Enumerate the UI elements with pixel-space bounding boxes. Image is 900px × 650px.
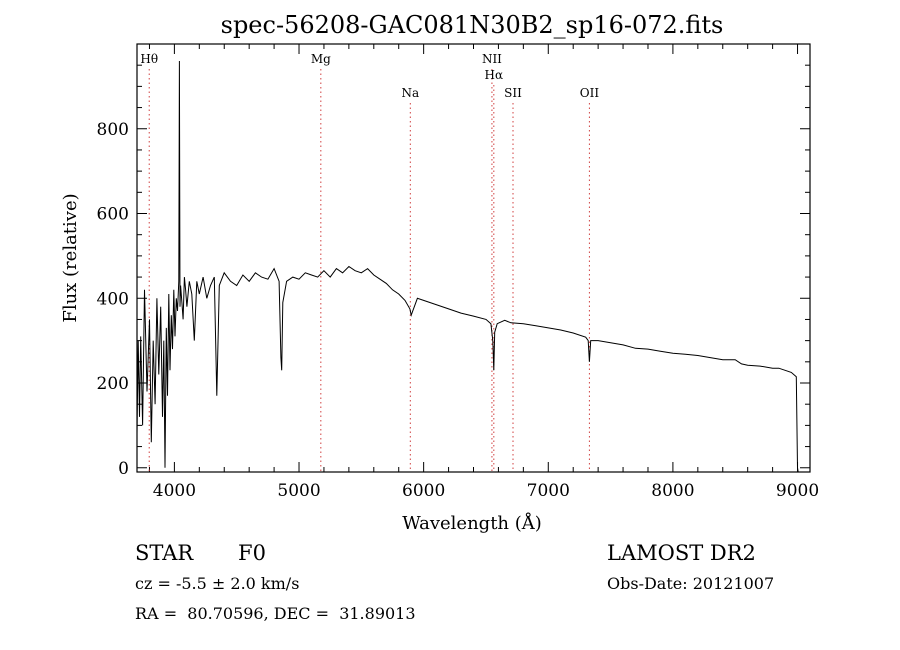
x-tick-label: 9000: [776, 481, 819, 501]
x-tick-label: 5000: [277, 481, 320, 501]
obs-date: Obs-Date: 20121007: [607, 574, 775, 593]
emission-line-label: NII: [482, 52, 502, 66]
plot-frame: [136, 43, 811, 473]
emission-line-label: Mg: [311, 52, 331, 66]
axis-ticks: 4000 5000 6000 7000 8000 9000 0 200 400 600 800: [97, 44, 819, 501]
spectrum-chart: spec-56208-GAC081N30B2_sp16-072.fits 400…: [60, 11, 819, 534]
chart-title: spec-56208-GAC081N30B2_sp16-072.fits: [221, 11, 724, 39]
y-axis-label: Flux (relative): [60, 193, 81, 322]
x-tick-label: 6000: [402, 481, 445, 501]
y-tick-label: 0: [118, 459, 129, 479]
y-tick-label: 600: [97, 205, 129, 225]
emission-line-label: Na: [401, 86, 419, 100]
x-tick-label: 8000: [651, 481, 694, 501]
spectrum-line: [137, 60, 799, 472]
x-tick-label: 7000: [527, 481, 570, 501]
spectral-subclass: F0: [238, 541, 266, 565]
object-class: STAR: [135, 541, 194, 565]
spectrum-series: [137, 60, 799, 472]
y-tick-label: 400: [97, 289, 129, 309]
emission-line-label: SII: [504, 86, 522, 100]
y-tick-label: 800: [97, 120, 129, 140]
y-tick-label: 200: [97, 374, 129, 394]
emission-line-label: OII: [580, 86, 600, 100]
x-tick-label: 4000: [153, 481, 196, 501]
coordinates-text: RA = 80.70596, DEC = 31.89013: [135, 604, 416, 623]
x-axis-label: Wavelength (Å): [402, 512, 542, 534]
survey-name: LAMOST DR2: [607, 541, 756, 565]
emission-line-label: Hθ: [140, 52, 158, 66]
emission-line-label: Hα: [485, 68, 504, 82]
redshift-text: cz = -5.5 ± 2.0 km/s: [135, 574, 300, 593]
